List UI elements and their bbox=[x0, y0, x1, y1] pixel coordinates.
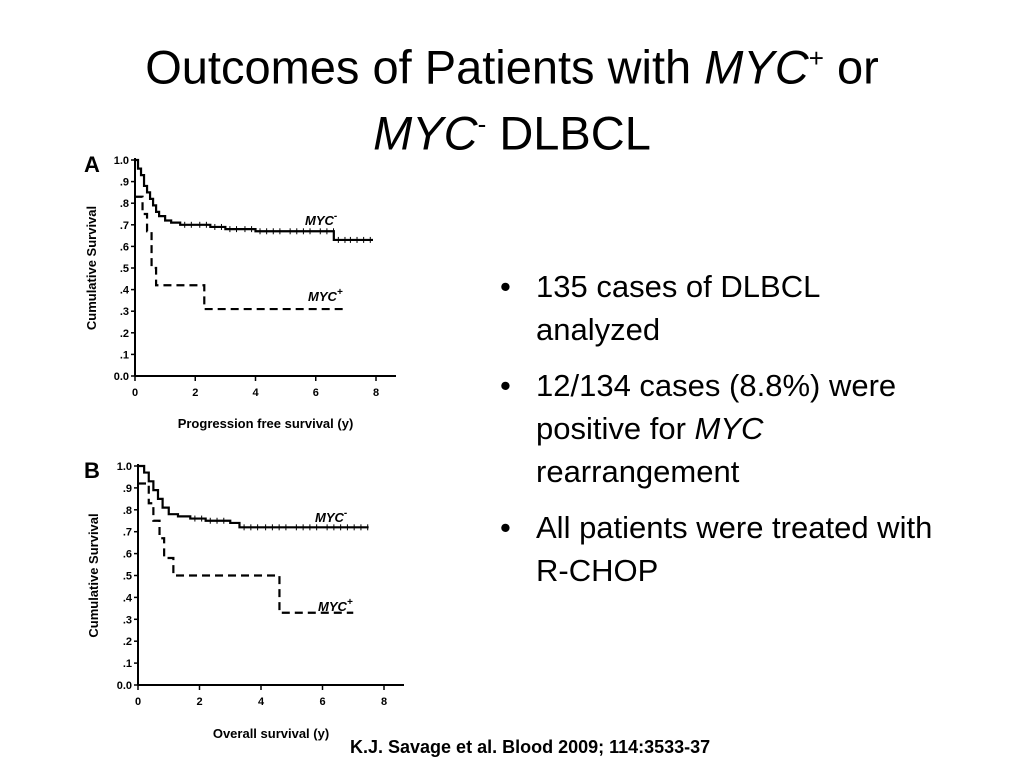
y-tick-label: 1.0 bbox=[117, 461, 132, 473]
title-sup-minus: - bbox=[477, 108, 487, 139]
y-tick-label: .4 bbox=[120, 285, 130, 297]
series-label-sup: - bbox=[334, 211, 338, 222]
y-tick-label: .5 bbox=[120, 263, 129, 275]
myc-positive-curve bbox=[138, 482, 354, 614]
myc-negative-curve bbox=[138, 464, 369, 529]
bullet-text: 135 cases of DLBCL analyzed bbox=[536, 269, 820, 347]
y-tick-label: .2 bbox=[120, 328, 129, 340]
citation: K.J. Savage et al. Blood 2009; 114:3533-… bbox=[350, 737, 711, 757]
panel-letter: B bbox=[84, 458, 100, 483]
slide-title: Outcomes of Patients with MYC+ or MYC- D… bbox=[0, 30, 1024, 161]
series-label: MYC- bbox=[315, 508, 348, 525]
y-tick-label: .9 bbox=[123, 483, 132, 495]
bullet-item: • 12/134 cases (8.8%) were positive for M… bbox=[498, 364, 938, 493]
y-tick-label: .2 bbox=[123, 636, 132, 648]
y-tick-label: .1 bbox=[123, 658, 132, 670]
y-tick-label: .8 bbox=[123, 505, 132, 517]
y-axis-label: Cumulative Survival bbox=[86, 513, 101, 637]
series-label-sup: + bbox=[337, 287, 343, 298]
title-line-2: MYC- DLBCL bbox=[0, 96, 1024, 162]
series-label-main: MYC bbox=[315, 510, 345, 525]
x-tick-label: 8 bbox=[381, 696, 387, 708]
series-label: MYC+ bbox=[308, 287, 343, 304]
myc-negative-curve bbox=[135, 158, 373, 242]
title-sup-plus: + bbox=[808, 43, 824, 73]
y-tick-label: .9 bbox=[120, 177, 129, 189]
y-tick-label: 0.0 bbox=[117, 680, 132, 692]
title-myc-2: MYC bbox=[373, 106, 478, 160]
bullet-list: • 135 cases of DLBCL analyzed • 12/134 cas… bbox=[498, 265, 938, 605]
x-tick-label: 4 bbox=[252, 387, 259, 399]
x-tick-label: 8 bbox=[373, 387, 379, 399]
series-label-main: MYC bbox=[305, 213, 335, 228]
bullet-symbol: • bbox=[500, 368, 511, 403]
series-label-main: MYC bbox=[308, 289, 338, 304]
y-tick-label: 0.0 bbox=[114, 371, 129, 383]
bullet-text: 12/134 cases (8.8%) were positive for bbox=[536, 368, 897, 446]
title-myc-1: MYC bbox=[704, 40, 809, 94]
series-label: MYC+ bbox=[318, 597, 353, 614]
y-tick-label: .1 bbox=[120, 349, 129, 361]
title-text-2: DLBCL bbox=[486, 106, 651, 160]
x-axis-label: Progression free survival (y) bbox=[178, 416, 354, 431]
x-tick-label: 4 bbox=[258, 696, 265, 708]
series-label-main: MYC bbox=[318, 599, 348, 614]
chart-panel-a: 0.0 .1 .2 .3 .4 .5 .6 .7 .8 .9 1.0 0 2 4 6 8 Progression… bbox=[84, 152, 396, 431]
y-tick-label: 1.0 bbox=[114, 155, 129, 167]
series-label: MYC- bbox=[305, 211, 338, 228]
x-tick-label: 0 bbox=[132, 387, 138, 399]
x-tick-label: 2 bbox=[192, 387, 198, 399]
x-axis-label: Overall survival (y) bbox=[213, 726, 329, 741]
x-tick-label: 6 bbox=[313, 387, 319, 399]
y-tick-label: .6 bbox=[123, 549, 132, 561]
chart-panel-b: 0.0 .1 .2 .3 .4 .5 .6 .7 .8 .9 1.0 0 2 4 6 8 Overall sur… bbox=[84, 458, 404, 741]
x-tick-label: 6 bbox=[319, 696, 325, 708]
series-label-sup: + bbox=[347, 597, 353, 608]
series-label-sup: - bbox=[344, 508, 348, 519]
y-tick-label: .5 bbox=[123, 571, 132, 583]
title-text-1: Outcomes of Patients with bbox=[145, 40, 705, 94]
bullet-item: • All patients were treated with R-CHOP bbox=[498, 506, 938, 592]
y-tick-label: .6 bbox=[120, 241, 129, 253]
bullet-text: All patients were treated with R-CHOP bbox=[536, 510, 933, 588]
y-tick-label: .4 bbox=[123, 592, 133, 604]
bullet-symbol: • bbox=[500, 510, 511, 545]
bullet-item: • 135 cases of DLBCL analyzed bbox=[498, 265, 938, 351]
bullet-text: rearrangement bbox=[536, 454, 740, 489]
title-line-1: Outcomes of Patients with MYC+ or bbox=[0, 30, 1024, 96]
title-or: or bbox=[823, 40, 879, 94]
myc-positive-curve bbox=[135, 195, 346, 311]
y-tick-label: .8 bbox=[120, 198, 129, 210]
x-tick-label: 2 bbox=[196, 696, 202, 708]
bullet-symbol: • bbox=[500, 269, 511, 304]
bullet-myc: MYC bbox=[694, 411, 764, 446]
x-tick-label: 0 bbox=[135, 696, 141, 708]
y-tick-label: .3 bbox=[120, 306, 129, 318]
panel-letter: A bbox=[84, 152, 100, 177]
y-tick-label: .7 bbox=[123, 527, 132, 539]
y-tick-label: .3 bbox=[123, 614, 132, 626]
y-tick-label: .7 bbox=[120, 220, 129, 232]
y-axis-label: Cumulative Survival bbox=[84, 206, 99, 330]
